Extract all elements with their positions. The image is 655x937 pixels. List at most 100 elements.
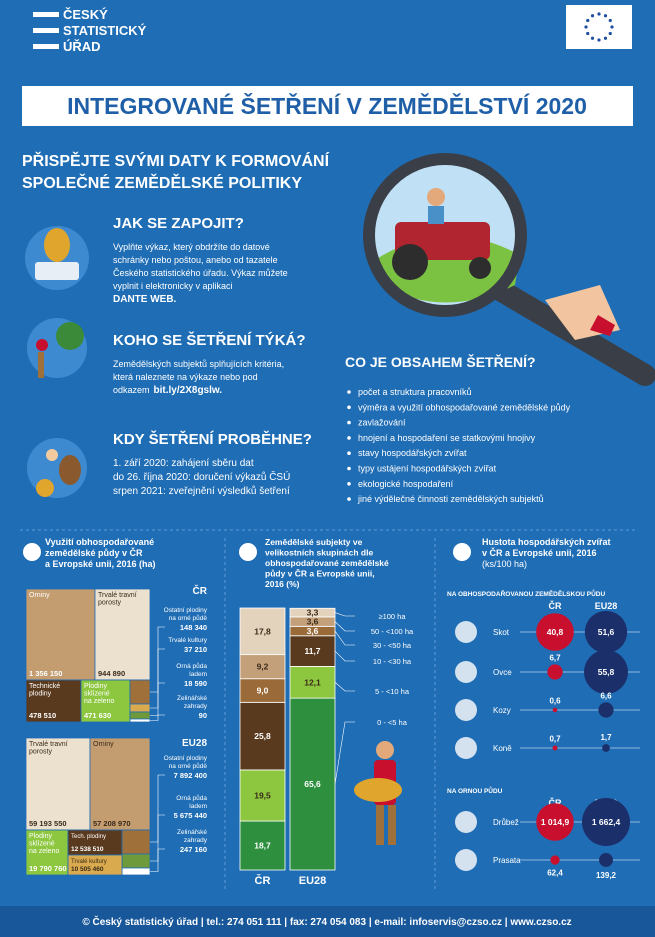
chart-title: obhospodařované zemědělské (265, 558, 389, 568)
callout-label: Ostatní plodiny (164, 755, 208, 762)
category-label: Drůbež (493, 818, 519, 827)
contents-item: výměra a využití obhospodařované zeměděl… (358, 402, 571, 412)
treemap-tile (67, 829, 123, 856)
logo-bar (33, 28, 59, 33)
contents-heading: CO JE OBSAHEM ŠETŘENÍ? (345, 353, 536, 370)
category-label: Skot (493, 628, 510, 637)
tractor-wheel (392, 244, 428, 280)
tile-value: 471 630 (84, 711, 111, 720)
bubble (552, 707, 558, 713)
callout-line (150, 814, 165, 862)
eu-star (586, 31, 590, 36)
tile-label: Technické (29, 683, 60, 690)
bubble (584, 610, 628, 654)
contents-item: jiné výdělečné činnosti zemědělských sub… (357, 494, 544, 504)
section-text: Vyplňte výkaz, který obdržíte do datové (113, 242, 270, 252)
section-text: vyplnit i elektronicky v aplikaci (113, 281, 233, 291)
icon-sack (44, 228, 70, 262)
callout-line (150, 774, 165, 843)
sleeve (590, 315, 615, 336)
data-label: 17,8 (254, 626, 271, 636)
icon-tree (56, 322, 84, 350)
chart-subtitle: NA ORNOU PŮDU (447, 785, 503, 795)
subtitle: PŘISPĚJTE SVÝMI DATY K FORMOVÁNÍ (22, 151, 330, 170)
bubble (599, 853, 613, 867)
data-label: 6,6 (600, 691, 612, 700)
bubble (536, 613, 574, 651)
callout-label: Zelinářské (177, 829, 207, 836)
tile-label: porosty (29, 749, 52, 756)
tile-label: Orniny (29, 592, 50, 599)
treemap-tile (80, 679, 131, 723)
data-label: 9,0 (257, 686, 269, 696)
eu-stars (584, 12, 614, 42)
treemap-tile (25, 829, 69, 876)
bubble (584, 650, 628, 694)
bullet (347, 482, 351, 486)
treemap-tile (94, 588, 151, 681)
chart-title: Hustota hospodářských zvířat (482, 537, 611, 547)
x-tick-label: ČR (255, 874, 271, 887)
treemap-tile (129, 703, 151, 713)
data-label: 25,8 (254, 731, 271, 741)
region-label: EU28 (182, 738, 207, 749)
logo-text: ČESKÝ (63, 7, 108, 22)
callout-value: 5 675 440 (174, 811, 207, 820)
chart-title: Využití obhospodařované (45, 537, 154, 547)
chart-title: v ČR a Evropské unii, 2016 (482, 547, 597, 558)
treemap-tile (121, 829, 151, 855)
animal-icon (455, 621, 477, 643)
callout-value: 7 892 400 (174, 771, 207, 780)
treemap-tile (25, 737, 91, 831)
chart-title: (ks/100 ha) (482, 559, 527, 569)
data-label: 3,6 (307, 626, 319, 636)
bubble (602, 744, 610, 752)
callout-label: Orná půda (176, 662, 207, 670)
eu-star (610, 25, 614, 29)
eu-star (603, 36, 608, 40)
animal-icon (455, 849, 477, 871)
callout-label: Ostatní plodiny (164, 607, 208, 614)
callout-label: Trvalé kultury (168, 637, 208, 644)
tile-label: porosty (98, 600, 121, 607)
tile-value: 59 193 550 (29, 819, 67, 828)
callout-label: Zelinářské (177, 695, 207, 702)
category-label: Kozy (493, 706, 511, 715)
section-text: 1. září 2020: zahájení sběru dat (113, 458, 254, 469)
farmer-illustration (376, 805, 384, 845)
data-label: 55,8 (598, 667, 615, 677)
farmer-illustration (376, 741, 394, 759)
eu-star (608, 31, 612, 36)
bullet (347, 466, 351, 471)
bar-segment (239, 607, 286, 656)
data-label: 62,4 (547, 869, 563, 878)
tile-value: 12 538 510 (71, 846, 104, 853)
footer-band (0, 906, 655, 937)
chart-subtitle: NA OBHOSPODAŘOVANOU ZEMĚDĚLSKOU PŮDU (447, 588, 605, 598)
bubble (552, 745, 558, 751)
bar-segment (239, 769, 286, 822)
tile-value: 1 356 150 (29, 669, 62, 678)
tile-value: 944 890 (98, 669, 125, 678)
tractor-wheel (469, 257, 491, 279)
section-text: Českého statistického úřadu. Výkaz můžet… (113, 268, 288, 278)
chart-title: 2016 (%) (265, 579, 300, 589)
callout-value: 148 340 (180, 623, 207, 632)
data-label: 65,6 (304, 779, 321, 789)
tile-label: Trvalé travní (98, 592, 137, 599)
treemap-tile (129, 718, 151, 723)
tile-label: Plodiny (84, 683, 107, 690)
logo-bar (33, 44, 59, 49)
animal-icon (455, 737, 477, 759)
callout-value: 37 210 (184, 645, 207, 654)
farmer-illustration (354, 778, 402, 802)
bar-segment (289, 635, 336, 667)
bar-segment (289, 666, 336, 699)
bar-segment (239, 701, 286, 771)
section-text: která naleznete na výkaze nebo pod (113, 372, 258, 382)
chart-icon (453, 543, 471, 561)
contents-item: ekologické hospodaření (358, 479, 454, 489)
treemap-tile (67, 854, 123, 876)
